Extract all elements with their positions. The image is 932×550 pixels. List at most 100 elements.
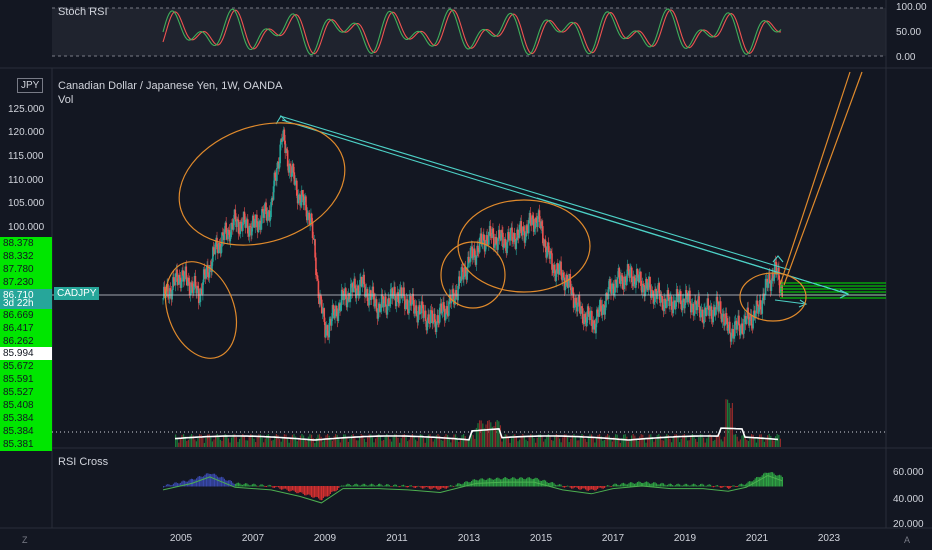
candle-body xyxy=(647,282,650,291)
rsi-cross-bar xyxy=(569,486,571,488)
candle-body xyxy=(274,172,277,178)
volume-bar xyxy=(467,440,469,447)
candle-body xyxy=(642,283,645,286)
volume-label: Vol xyxy=(58,94,74,106)
volume-bar xyxy=(471,434,473,447)
volume-bar xyxy=(397,437,399,447)
volume-bar xyxy=(559,438,561,447)
candle-body xyxy=(735,320,738,330)
candle-body xyxy=(590,311,592,312)
candle-body xyxy=(668,297,670,306)
volume-bar xyxy=(360,434,362,447)
candle-body xyxy=(522,226,525,232)
candle-body xyxy=(515,240,518,249)
candle-body xyxy=(242,211,245,223)
candle-body xyxy=(303,200,306,206)
candle-body xyxy=(689,303,692,313)
candle-body xyxy=(483,239,486,252)
price-level-tag: 85.384 xyxy=(0,425,52,438)
rsi-cross-bar xyxy=(566,485,568,487)
rsi-cross-bar xyxy=(722,486,724,488)
volume-bar xyxy=(575,436,577,447)
volume-bar xyxy=(445,434,447,447)
volume-bar xyxy=(747,440,749,447)
volume-bar xyxy=(221,440,223,447)
currency-badge[interactable]: JPY xyxy=(17,78,44,93)
rsi-cross-bar xyxy=(536,478,538,487)
candle-body xyxy=(507,232,510,239)
candle-body xyxy=(764,278,767,295)
volume-bar xyxy=(571,435,573,447)
candle-body xyxy=(608,279,611,288)
rsi-cross-bar xyxy=(219,477,221,487)
rsi-cross-bar xyxy=(285,486,287,489)
zoom-icon[interactable]: Z xyxy=(22,535,28,545)
rsi-cross-bar xyxy=(354,484,356,487)
candle-body xyxy=(506,242,508,254)
volume-bar xyxy=(536,437,538,447)
rsi-cross-bar xyxy=(322,486,324,498)
candle-body xyxy=(652,291,655,304)
rsi-cross-bar xyxy=(667,484,669,487)
candle-body xyxy=(769,283,772,291)
rsi-cross-bar xyxy=(384,485,386,487)
volume-bar xyxy=(250,434,252,447)
candle-body xyxy=(754,313,757,319)
volume-bar xyxy=(218,435,220,447)
candle-body xyxy=(172,277,174,290)
candle-body xyxy=(675,302,677,310)
candle-body xyxy=(609,279,611,290)
volume-bar xyxy=(248,436,250,447)
volume-bar xyxy=(701,434,703,447)
volume-bar xyxy=(189,435,191,447)
volume-bar xyxy=(711,436,713,447)
candle-body xyxy=(421,301,424,305)
volume-bar xyxy=(311,434,313,447)
candle-body xyxy=(271,197,274,200)
volume-bar xyxy=(376,434,378,447)
candle-body xyxy=(552,264,555,273)
volume-bar xyxy=(498,421,500,447)
volume-bar xyxy=(421,434,423,447)
candle-body xyxy=(691,303,694,305)
candle-body xyxy=(517,229,519,236)
candle-body xyxy=(352,286,355,293)
rsi-cross-bar xyxy=(179,482,181,487)
candle-body xyxy=(620,275,622,284)
candle-body xyxy=(478,251,480,253)
rsi-cross-bar xyxy=(635,483,637,487)
candle-body xyxy=(217,249,219,254)
x-axis-label-2013: 2013 xyxy=(457,533,481,544)
volume-bar xyxy=(178,442,180,447)
rsi-cross-bar xyxy=(394,484,396,487)
rsi-cross-bar xyxy=(552,482,554,487)
candle-body xyxy=(414,305,417,311)
candle-body xyxy=(682,298,685,301)
candle-body xyxy=(464,267,467,274)
rsi-cross-bar xyxy=(242,484,244,487)
volume-bar xyxy=(611,441,613,447)
candle-body xyxy=(572,292,575,308)
rsi-cross-bar xyxy=(618,485,620,487)
candle-body xyxy=(472,257,474,259)
volume-bar xyxy=(179,438,181,447)
volume-bar xyxy=(199,434,201,447)
candle-body xyxy=(227,229,230,231)
candle-body xyxy=(661,296,664,310)
candle-body xyxy=(667,290,670,298)
volume-bar xyxy=(762,437,764,447)
rsi-cross-bar xyxy=(634,483,636,487)
volume-bar xyxy=(459,438,461,447)
rsi-cross-bar xyxy=(481,478,483,487)
rsi-cross-bar xyxy=(746,483,748,487)
candle-body xyxy=(727,328,729,331)
candle-body xyxy=(538,210,541,222)
candle-body xyxy=(227,229,229,240)
rsi-cross-bar xyxy=(688,485,690,487)
candle-body xyxy=(640,285,643,293)
candle-body xyxy=(557,269,560,275)
auto-scale-icon[interactable]: A xyxy=(904,535,911,545)
volume-bar xyxy=(304,439,306,447)
rsi-cross-bar xyxy=(500,479,502,487)
